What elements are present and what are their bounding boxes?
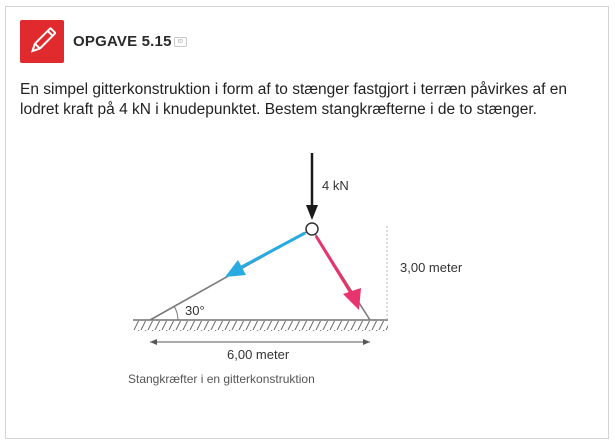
id-badge[interactable]: ID xyxy=(174,37,187,47)
angle-arc xyxy=(173,305,179,321)
width-label: 6,00 meter xyxy=(227,347,290,362)
right-bar-force-arrowhead xyxy=(343,288,361,310)
left-bar-force-arrowhead xyxy=(225,260,246,277)
width-dimension-arrow-right xyxy=(363,339,370,345)
height-label: 3,00 meter xyxy=(400,260,463,275)
figure-caption: Stangkræfter i en gitterkonstruktion xyxy=(128,372,315,386)
width-dimension-arrow-left xyxy=(150,339,157,345)
load-label: 4 kN xyxy=(322,178,349,193)
right-bar-force-arrow xyxy=(314,235,353,294)
exercise-card xyxy=(5,6,609,439)
pencil-icon xyxy=(30,27,57,53)
exercise-icon-box xyxy=(20,20,64,63)
exercise-description: En simpel gitterkonstruktion i form af t… xyxy=(20,81,568,118)
exercise-title: OPGAVE 5.15 xyxy=(73,33,172,50)
node-joint xyxy=(305,222,319,236)
ground-hatching xyxy=(133,321,388,331)
left-bar-force-arrow xyxy=(235,231,306,272)
angle-label: 30° xyxy=(185,303,205,318)
load-arrowhead xyxy=(306,205,318,220)
